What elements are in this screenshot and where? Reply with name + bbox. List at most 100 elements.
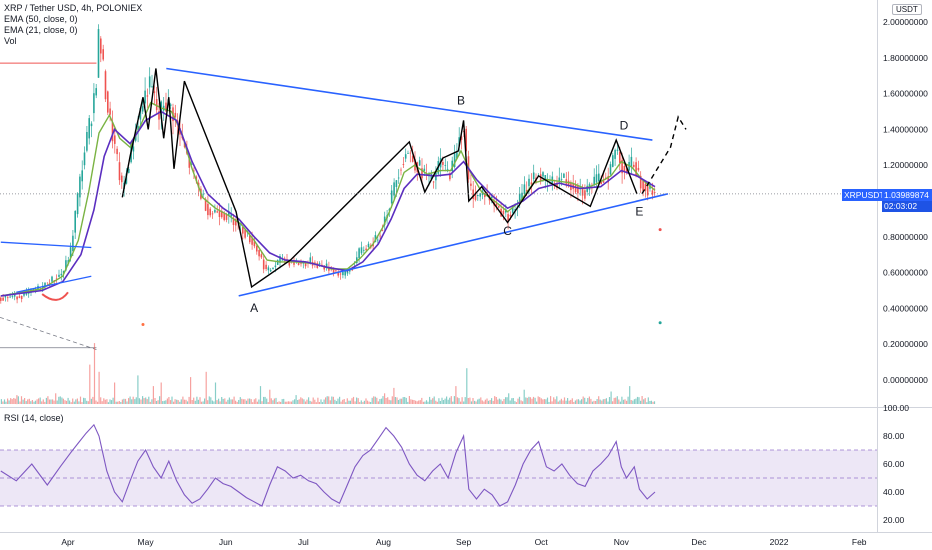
candle-body — [72, 235, 74, 252]
candle-body — [20, 296, 23, 299]
volume-bar — [132, 396, 134, 404]
volume-bar — [98, 371, 100, 404]
candle-body — [141, 106, 144, 112]
volume-bars — [0, 343, 656, 405]
volume-bar — [529, 397, 531, 404]
indicator-ema21[interactable]: EMA (21, close, 0) — [4, 25, 78, 35]
candle-body — [381, 230, 384, 231]
candle-body — [626, 168, 628, 172]
volume-bar — [588, 396, 590, 404]
indicator-vol[interactable]: Vol — [4, 36, 17, 46]
volume-bar — [207, 400, 209, 404]
volume-bar — [270, 398, 272, 404]
volume-bar — [349, 400, 351, 404]
volume-bar — [72, 398, 74, 404]
candle-body — [51, 276, 53, 282]
volume-bar — [591, 401, 594, 404]
volume-bar — [463, 401, 465, 404]
candle-body — [0, 297, 2, 301]
volume-bar — [56, 400, 58, 404]
candle-body — [444, 165, 447, 166]
candle-body — [251, 238, 253, 245]
volume-bar — [249, 398, 251, 404]
volume-bar — [577, 399, 580, 404]
volume-bar — [303, 399, 305, 404]
volume-bar — [93, 343, 96, 404]
volume-bar — [193, 397, 195, 404]
volume-bar — [402, 397, 404, 404]
volume-bar — [436, 401, 438, 404]
candle-body — [18, 296, 21, 298]
candle-body — [470, 183, 472, 186]
volume-bar — [548, 402, 550, 404]
volume-bar — [104, 399, 106, 404]
volume-bar — [115, 401, 117, 404]
volume-bar — [118, 401, 120, 404]
candle-body — [484, 193, 486, 198]
volume-bar — [517, 398, 519, 404]
volume-bar — [470, 401, 473, 404]
volume-bar — [486, 398, 488, 404]
volume-bar — [618, 399, 620, 404]
volume-bar — [204, 398, 206, 404]
candle-body — [16, 296, 18, 300]
candle-body — [111, 121, 114, 142]
currency-badge[interactable]: USDT — [892, 4, 922, 15]
volume-bar — [283, 398, 285, 404]
volume-bar — [377, 401, 379, 404]
volume-bar — [446, 396, 448, 404]
candle-body — [423, 168, 426, 171]
volume-bar — [455, 386, 457, 404]
volume-bar — [269, 389, 271, 404]
rsi-indicator-label[interactable]: RSI (14, close) — [4, 413, 64, 423]
volume-bar — [585, 401, 587, 404]
volume-bar — [508, 393, 510, 404]
volume-bar — [213, 401, 215, 404]
volume-bar — [202, 401, 204, 404]
volume-bar — [252, 402, 254, 404]
volume-bar — [450, 396, 452, 404]
volume-bar — [106, 399, 108, 404]
volume-bar — [565, 400, 567, 404]
volume-bar — [644, 398, 646, 404]
symbol-title[interactable]: XRP / Tether USD, 4h, POLONIEX — [4, 3, 143, 13]
candle-body — [13, 293, 16, 297]
volume-bar — [131, 399, 133, 404]
volume-bar — [182, 396, 184, 404]
wave-label-c: C — [503, 224, 512, 238]
candle-body — [511, 205, 514, 213]
volume-bar — [259, 386, 262, 404]
candle-body — [7, 297, 9, 299]
volume-bar — [556, 396, 558, 404]
candle-body — [577, 185, 579, 194]
volume-bar — [432, 398, 434, 404]
candle-body — [218, 210, 221, 217]
highlight-arc — [41, 291, 69, 301]
volume-bar — [30, 401, 32, 404]
volume-bar — [256, 401, 258, 404]
volume-bar — [474, 400, 476, 404]
volume-bar — [503, 399, 505, 404]
volume-bar — [599, 399, 601, 404]
volume-bar — [225, 401, 227, 404]
candle-body — [132, 146, 135, 152]
volume-bar — [79, 396, 82, 404]
volume-bar — [487, 400, 490, 404]
volume-bar — [394, 397, 396, 404]
volume-bar — [152, 386, 154, 404]
volume-bar — [47, 396, 49, 404]
candle-body — [530, 182, 533, 185]
volume-bar — [543, 399, 545, 404]
volume-bar — [168, 397, 170, 404]
volume-bar — [165, 400, 167, 404]
volume-bar — [298, 399, 300, 404]
trendline-lower — [238, 193, 669, 297]
candle-body — [323, 265, 325, 270]
candle-body — [367, 243, 370, 247]
volume-bar — [447, 399, 449, 404]
volume-bar — [616, 396, 618, 404]
candle-body — [139, 108, 142, 120]
candle-body — [358, 248, 360, 259]
indicator-ema50[interactable]: EMA (50, close, 0) — [4, 14, 78, 24]
